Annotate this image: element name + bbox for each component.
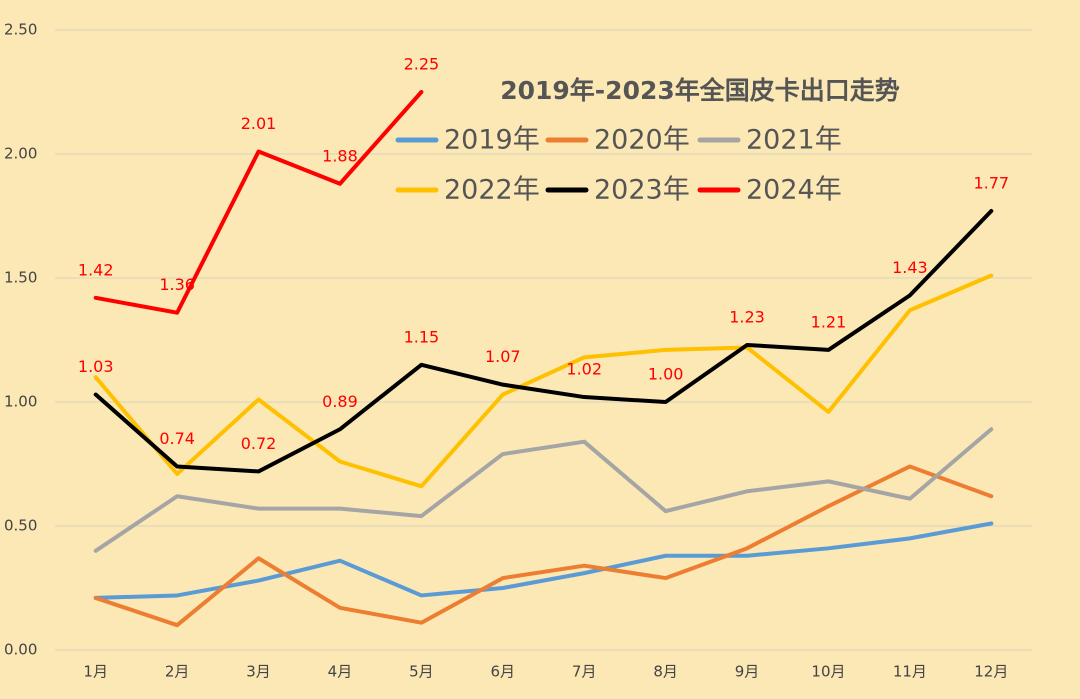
x-tick-label: 11月 xyxy=(893,663,927,681)
legend-label: 2024年 xyxy=(746,175,842,206)
x-tick-label: 4月 xyxy=(328,663,353,681)
x-tick-label: 3月 xyxy=(246,663,271,681)
data-label: 1.07 xyxy=(485,347,521,366)
x-tick-label: 8月 xyxy=(653,663,678,681)
y-tick-label: 2.00 xyxy=(4,145,37,163)
series-line xyxy=(93,209,994,474)
legend-label: 2023年 xyxy=(594,175,690,206)
series-line xyxy=(93,464,994,628)
x-tick-label: 10月 xyxy=(811,663,845,681)
data-label: 1.15 xyxy=(404,327,440,346)
data-label: 1.77 xyxy=(973,174,1009,193)
legend-label: 2022年 xyxy=(444,175,540,206)
x-tick-label: 2月 xyxy=(165,663,190,681)
data-label: 2.25 xyxy=(404,55,440,74)
data-label: 1.42 xyxy=(78,260,114,279)
legend-label: 2019年 xyxy=(444,125,540,156)
data-label: 1.88 xyxy=(322,146,358,165)
data-label: 1.00 xyxy=(648,365,684,384)
chart-title: 2019年-2023年全国皮卡出口走势 xyxy=(500,76,900,105)
data-label: 1.36 xyxy=(159,275,195,294)
y-tick-label: 0.50 xyxy=(4,517,37,535)
data-label: 1.03 xyxy=(78,357,114,376)
data-label: 1.23 xyxy=(729,307,765,326)
series-line xyxy=(93,273,994,489)
x-tick-label: 5月 xyxy=(409,663,434,681)
data-label: 1.43 xyxy=(892,258,928,277)
x-tick-label: 9月 xyxy=(735,663,760,681)
y-tick-label: 2.50 xyxy=(4,21,37,39)
y-tick-label: 1.50 xyxy=(4,269,37,287)
data-label: 2.01 xyxy=(241,114,277,133)
x-tick-label: 1月 xyxy=(83,663,108,681)
data-label: 1.02 xyxy=(566,360,602,379)
legend-label: 2021年 xyxy=(746,125,842,156)
y-tick-label: 0.00 xyxy=(4,641,37,659)
series-line xyxy=(93,427,994,553)
x-tick-label: 6月 xyxy=(491,663,516,681)
data-label: 1.21 xyxy=(811,312,847,331)
y-tick-label: 1.00 xyxy=(4,393,37,411)
data-label: 0.74 xyxy=(159,429,195,448)
series-line xyxy=(93,521,994,600)
x-tick-label: 12月 xyxy=(974,663,1008,681)
legend-label: 2020年 xyxy=(594,125,690,156)
x-tick-label: 7月 xyxy=(572,663,597,681)
data-label: 0.89 xyxy=(322,392,358,411)
data-label: 0.72 xyxy=(241,434,277,453)
series-line xyxy=(93,90,424,315)
